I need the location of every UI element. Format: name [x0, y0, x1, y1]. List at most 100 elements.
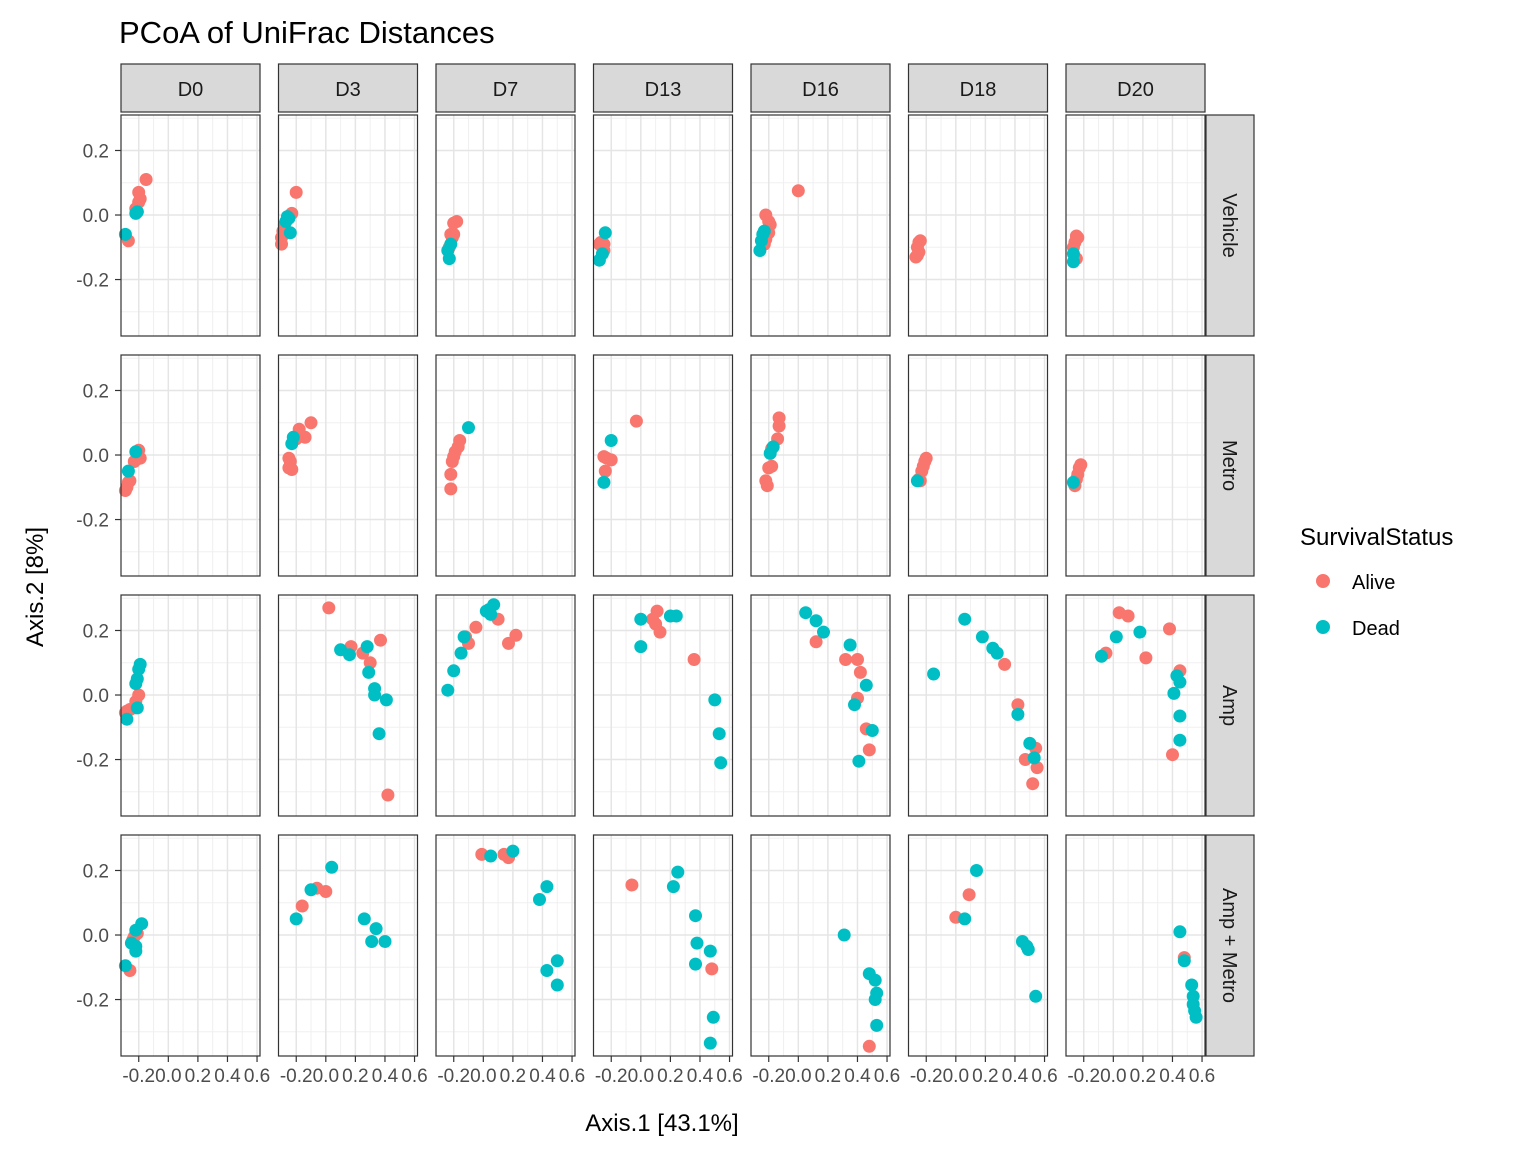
point-dead [484, 849, 498, 863]
point-dead [843, 638, 857, 652]
column-strip-label: D7 [493, 79, 519, 101]
x-tick-label: -0.2 [1067, 1066, 1100, 1087]
point-dead [444, 237, 458, 251]
point-alive [772, 419, 786, 433]
panel-border [750, 834, 891, 1057]
point-dead [848, 698, 861, 712]
panel-border [120, 834, 261, 1057]
legend-title: SurvivalStatus [1300, 524, 1453, 551]
x-tick-label: -0.2 [910, 1066, 943, 1087]
point-dead [689, 909, 702, 923]
point-dead [1023, 736, 1037, 750]
point-alive [791, 184, 805, 198]
facet-panel-0-1 [275, 114, 419, 337]
panel-border [750, 594, 891, 817]
column-strip-label: D20 [1117, 79, 1154, 101]
point-dead [120, 712, 134, 726]
x-tick-label: -0.2 [122, 1066, 155, 1087]
y-tick-label: 0.0 [83, 446, 109, 467]
facet-panel-1-3 [592, 354, 734, 577]
facet-panel-1-5 [907, 354, 1049, 577]
point-dead [1185, 978, 1199, 992]
x-tick-label: -0.2 [437, 1066, 470, 1087]
point-dead [550, 954, 564, 968]
panel-background [908, 355, 1048, 576]
point-dead [703, 1036, 717, 1050]
point-dead [129, 677, 143, 691]
point-dead [343, 648, 356, 662]
point-alive [962, 888, 976, 902]
point-dead [118, 959, 132, 973]
x-tick-label: 0.2 [657, 1066, 683, 1087]
point-dead [868, 973, 882, 987]
point-dead [1173, 709, 1187, 723]
x-tick-label: 0.2 [500, 1066, 526, 1087]
x-tick-label: 0.0 [470, 1066, 496, 1087]
point-dead [990, 646, 1004, 660]
point-dead [817, 625, 830, 639]
point-alive [862, 743, 876, 757]
column-strip-D18 [907, 63, 1049, 113]
plot-title: PCoA of UniFrac Distances [119, 15, 495, 50]
facet-panel-2-1 [277, 594, 419, 817]
point-dead [454, 646, 468, 660]
point-alive [1163, 622, 1176, 636]
panel-background [121, 595, 260, 816]
panel-background [436, 355, 575, 576]
facet-panel-0-5 [907, 114, 1049, 337]
facet-panel-1-1 [277, 354, 419, 577]
point-dead [372, 727, 386, 741]
point-dead [1109, 630, 1123, 644]
point-alive [653, 625, 667, 639]
x-tick-label: 0.4 [529, 1066, 556, 1087]
y-axis-title: Axis.2 [8%] [22, 527, 49, 647]
point-dead [852, 754, 866, 768]
panel-border [592, 834, 734, 1057]
point-alive [604, 453, 618, 467]
point-dead [958, 912, 972, 926]
x-tick-label: 0.2 [185, 1066, 211, 1087]
column-strip-label: D16 [802, 79, 839, 101]
point-dead [379, 693, 393, 707]
point-dead [712, 727, 726, 741]
point-dead [130, 205, 144, 219]
x-tick-label: 0.4 [1002, 1066, 1029, 1087]
point-dead [540, 964, 554, 977]
column-strip-label: D18 [960, 79, 997, 101]
point-alive [629, 414, 643, 428]
point-alive [118, 484, 132, 497]
row-strip-3 [1205, 834, 1255, 1057]
y-tick-label: -0.2 [76, 991, 109, 1012]
legend-key-dead [1316, 620, 1330, 634]
legend-label-alive: Alive [1352, 572, 1395, 594]
point-dead [1173, 675, 1187, 689]
point-dead [129, 923, 143, 937]
panel-border [592, 114, 734, 337]
point-dead [703, 944, 717, 958]
facet-panel-3-5 [907, 834, 1049, 1057]
point-alive [909, 250, 923, 264]
panel-border [1065, 594, 1206, 817]
x-tick-label: -0.2 [595, 1066, 628, 1087]
point-dead [129, 944, 143, 958]
panel-border [277, 594, 419, 817]
facet-panel-2-5 [907, 594, 1049, 817]
point-dead [1021, 943, 1035, 956]
point-alive [304, 416, 318, 430]
point-alive [502, 636, 515, 650]
y-tick-label: 0.2 [83, 861, 109, 882]
facet-panel-2-4 [750, 594, 891, 817]
point-alive [809, 635, 823, 649]
point-alive [447, 216, 461, 230]
facet-panel-1-0 [118, 354, 261, 577]
column-strip-D20 [1065, 63, 1206, 113]
row-strip-0 [1205, 114, 1255, 337]
facet-panel-0-3 [592, 114, 734, 337]
point-dead [669, 609, 683, 623]
y-tick-label: 0.2 [83, 621, 109, 642]
point-dead [799, 606, 813, 620]
x-axis-title: Axis.1 [43.1%] [585, 1110, 738, 1137]
panel-background [1066, 355, 1205, 576]
panel-border [435, 594, 576, 817]
x-tick-label: -0.2 [752, 1066, 785, 1087]
